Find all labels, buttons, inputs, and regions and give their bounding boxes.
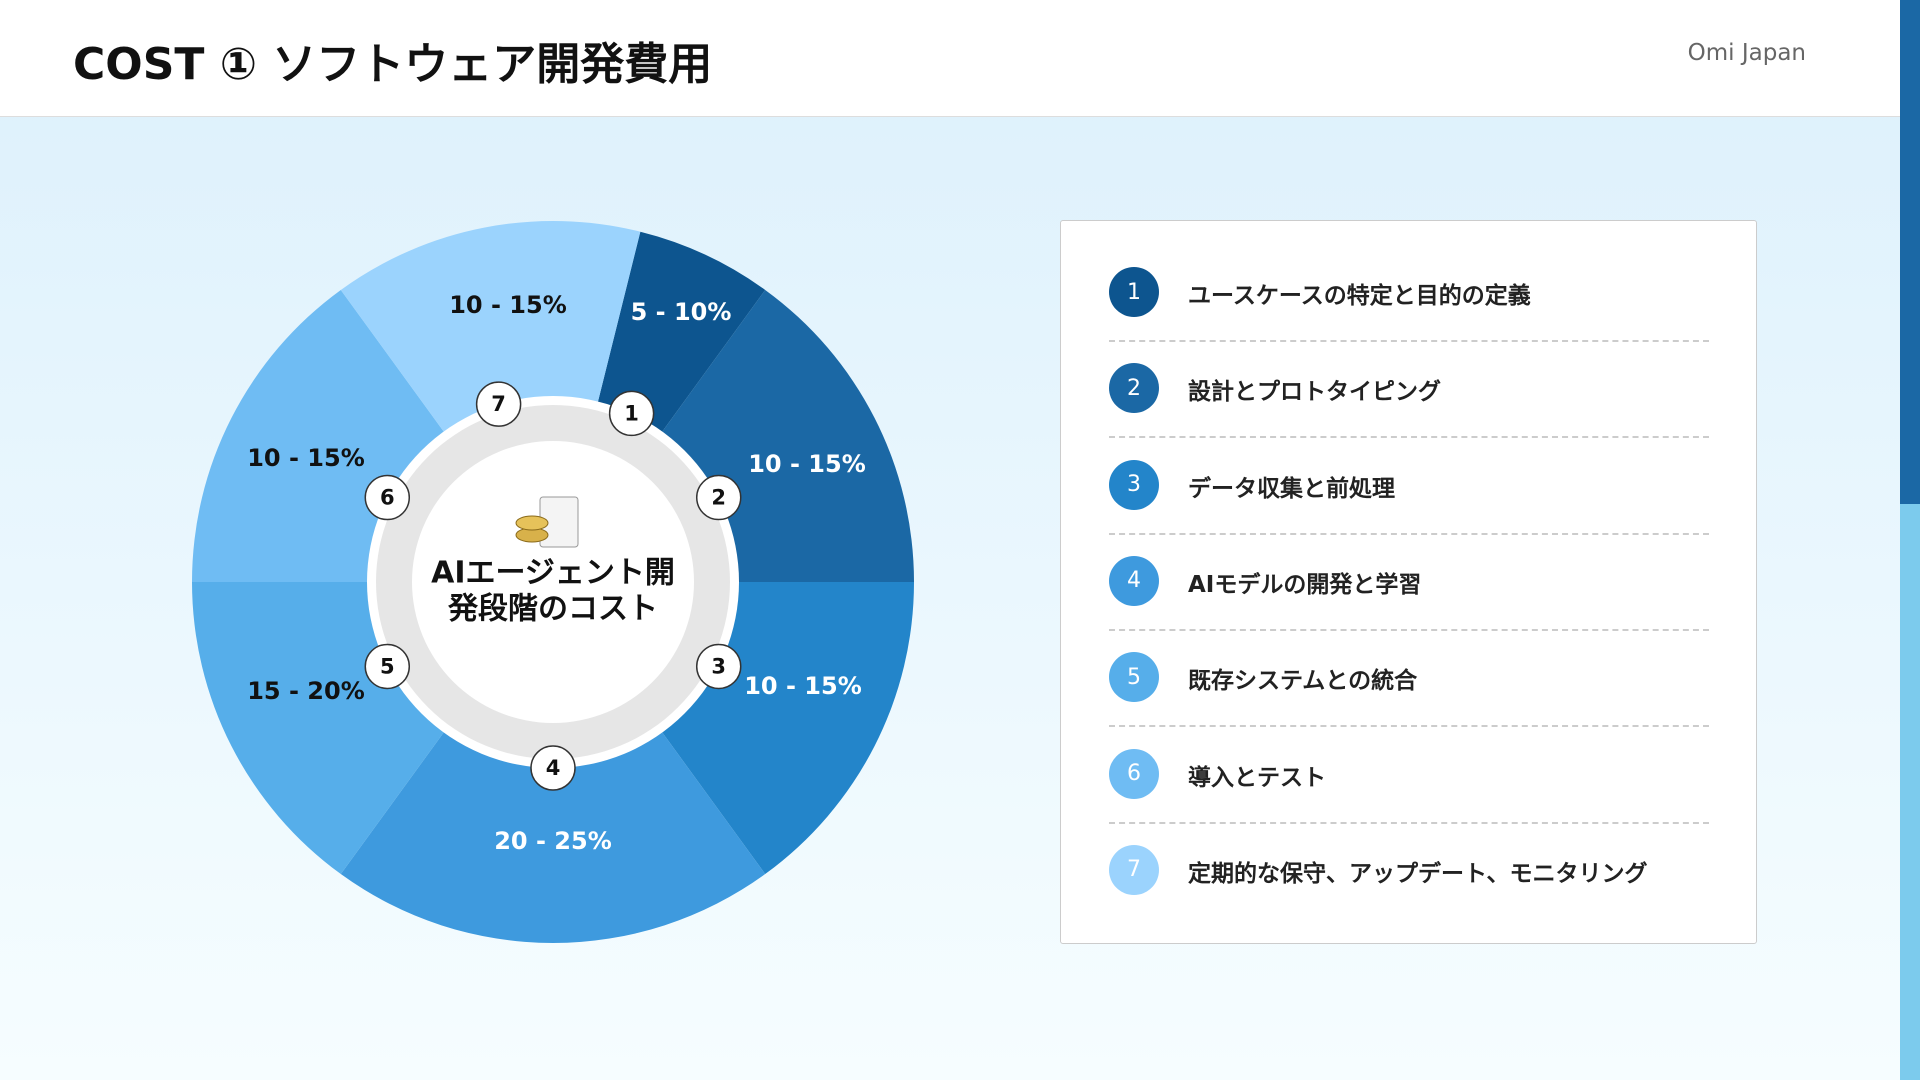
legend-item: 7 定期的な保守、アップデート、モニタリング bbox=[1109, 840, 1709, 900]
badge-number: 5 bbox=[380, 654, 395, 678]
legend-label: データ収集と前処理 bbox=[1188, 475, 1395, 502]
legend-item: 5 既存システムとの統合 bbox=[1109, 647, 1709, 707]
brand: Omi Japan bbox=[1687, 40, 1806, 66]
legend-item: 6 導入とテスト bbox=[1109, 744, 1709, 804]
center-label: 発段階のコスト bbox=[447, 592, 658, 627]
segment-label: 10 - 15% bbox=[748, 450, 866, 478]
donut-chart: 5 - 10% 1 10 - 15% 2 10 - 15% 3 20 - 25% 4 15 - … bbox=[192, 221, 914, 943]
legend-number: 5 bbox=[1109, 652, 1159, 703]
legend-label: ユースケースの特定と目的の定義 bbox=[1188, 283, 1531, 309]
segment bbox=[340, 221, 641, 437]
badge bbox=[695, 474, 742, 521]
separator bbox=[1109, 436, 1709, 439]
accent-strip bbox=[1900, 0, 1920, 504]
header: COST ① ソフトウェア開発費用 Omi Japan bbox=[0, 0, 1900, 117]
accent-strip bbox=[1900, 504, 1920, 1080]
segment-label: 20 - 25% bbox=[494, 827, 612, 855]
legend-number: 4 bbox=[1109, 555, 1159, 606]
segment-label: 5 - 10% bbox=[631, 298, 732, 326]
legend-number: 2 bbox=[1109, 363, 1159, 414]
segment-label: 10 - 15% bbox=[744, 672, 862, 700]
center-label: AIエージェント開 bbox=[431, 556, 675, 591]
badge bbox=[475, 381, 522, 427]
icon-coin bbox=[515, 515, 549, 531]
badge-number: 7 bbox=[491, 392, 506, 416]
legend-number: 1 bbox=[1109, 267, 1159, 317]
badge bbox=[695, 643, 742, 690]
legend-item: 2 設計とプロトタイピング bbox=[1109, 358, 1709, 418]
separator bbox=[1109, 628, 1709, 631]
separator bbox=[1109, 725, 1709, 728]
legend-label: 定期的な保守、アップデート、モニタリング bbox=[1188, 860, 1648, 887]
legend-label: 設計とプロトタイピング bbox=[1188, 379, 1441, 406]
legend-item: 4 AIモデルの開発と学習 bbox=[1109, 551, 1709, 611]
legend-item: 3 データ収集と前処理 bbox=[1109, 455, 1709, 515]
badge bbox=[364, 643, 411, 690]
legend-label: 導入とテスト bbox=[1188, 764, 1326, 791]
legend-number: 7 bbox=[1109, 844, 1159, 895]
separator bbox=[1109, 821, 1709, 824]
segment bbox=[596, 231, 766, 437]
separator bbox=[1109, 340, 1709, 342]
legend-number: 3 bbox=[1109, 459, 1159, 510]
segment-label: 10 - 15% bbox=[449, 291, 567, 319]
badge-number: 3 bbox=[711, 654, 726, 678]
legend-label: 既存システムとの統合 bbox=[1188, 668, 1418, 695]
badge-number: 1 bbox=[624, 401, 639, 425]
center-disc bbox=[412, 441, 694, 723]
legend-panel: 1 ユースケースの特定と目的の定義 2 設計とプロトタイピング 3 データ収集と前処理 4 A… bbox=[1060, 220, 1757, 944]
separator bbox=[1109, 532, 1709, 535]
segment-label: 10 - 15% bbox=[247, 444, 365, 472]
title: COST ① ソフトウェア開発費用 bbox=[73, 39, 713, 90]
badge-number: 4 bbox=[546, 756, 561, 780]
badge-number: 6 bbox=[380, 486, 395, 510]
badge bbox=[364, 474, 411, 521]
badge bbox=[608, 390, 655, 437]
legend-number: 6 bbox=[1109, 748, 1159, 799]
legend-label: AIモデルの開発と学習 bbox=[1188, 571, 1422, 598]
badge-number: 2 bbox=[711, 486, 726, 510]
legend-item: 1 ユースケースの特定と目的の定義 bbox=[1109, 262, 1709, 322]
segment-label: 15 - 20% bbox=[247, 677, 365, 705]
segment bbox=[340, 727, 766, 943]
badge bbox=[530, 745, 576, 791]
